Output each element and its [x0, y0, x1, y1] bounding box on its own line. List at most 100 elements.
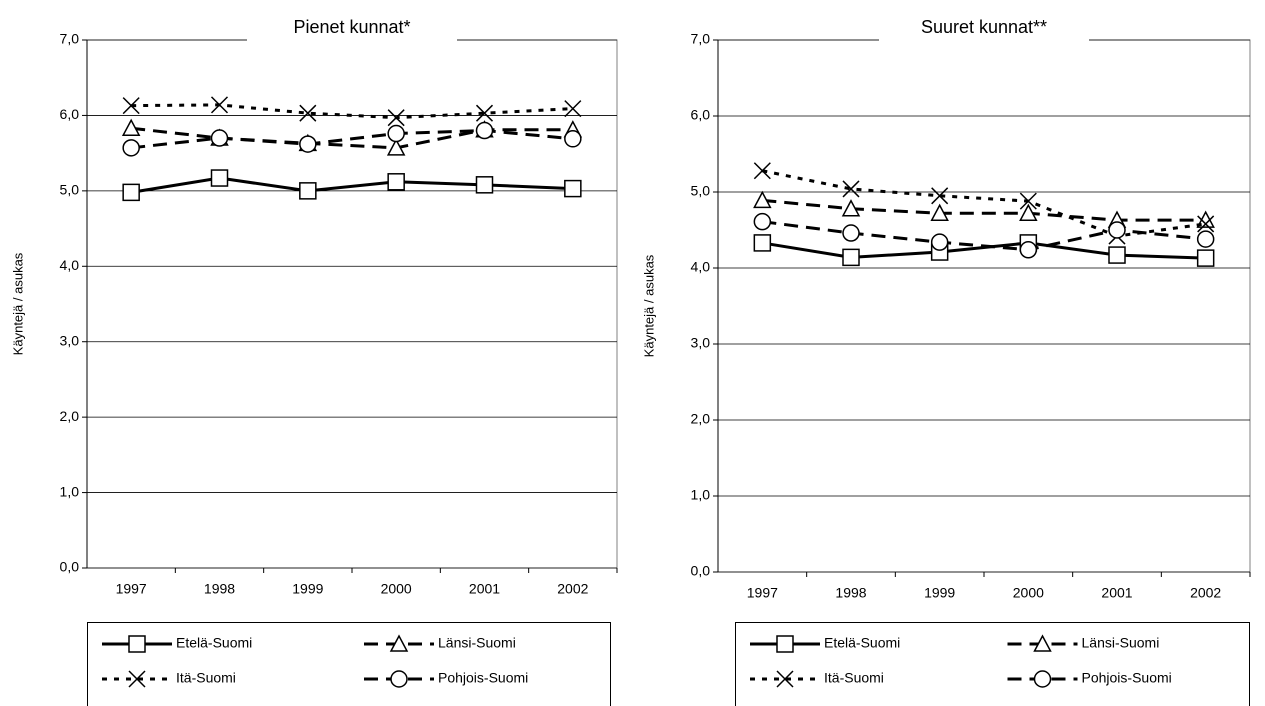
marker — [210, 169, 229, 187]
series-line — [130, 176, 573, 194]
legend — [735, 622, 1250, 706]
chart-title: Suuret kunnat** — [921, 17, 1047, 37]
x-tick-label: 1997 — [116, 581, 147, 597]
x-tick-label: 1999 — [924, 585, 955, 601]
marker — [475, 104, 494, 122]
marker — [1196, 230, 1215, 248]
y-tick-label: 4,0 — [60, 257, 80, 273]
marker — [1019, 192, 1037, 210]
legend-label: Etelä-Suomi — [176, 635, 252, 651]
marker — [753, 234, 772, 252]
marker — [387, 173, 405, 191]
marker — [564, 179, 582, 198]
series-line — [762, 241, 1206, 260]
x-tick-label: 2000 — [381, 581, 412, 597]
marker — [299, 135, 317, 153]
y-tick-label: 7,0 — [60, 31, 80, 47]
marker — [387, 109, 405, 127]
legend-label: Länsi-Suomi — [1082, 635, 1160, 651]
marker — [841, 199, 861, 217]
legend-label: Länsi-Suomi — [438, 635, 516, 651]
title-bg — [879, 18, 1089, 56]
marker — [122, 183, 140, 202]
series-line — [131, 129, 573, 150]
marker — [1108, 246, 1126, 264]
marker — [1019, 241, 1038, 259]
x-tick-label: 2000 — [1013, 585, 1044, 601]
x-tick-label: 1998 — [835, 585, 866, 601]
marker — [122, 97, 140, 115]
marker — [842, 248, 860, 267]
marker — [389, 634, 409, 652]
legend — [87, 622, 611, 706]
y-tick-label: 2,0 — [691, 411, 711, 427]
title-bg — [247, 18, 457, 56]
y-tick-label: 1,0 — [691, 487, 711, 503]
marker — [1033, 634, 1052, 652]
y-tick-label: 6,0 — [691, 107, 711, 123]
y-tick-label: 4,0 — [691, 259, 711, 275]
marker — [299, 182, 317, 200]
marker — [390, 670, 408, 688]
legend-label: Etelä-Suomi — [824, 635, 900, 651]
legend-label: Pohjois-Suomi — [438, 670, 528, 686]
plot-area — [86, 39, 618, 569]
marker — [128, 635, 146, 653]
y-tick-label: 0,0 — [60, 559, 80, 575]
y-tick-label: 5,0 — [691, 183, 711, 199]
series-line — [131, 103, 573, 120]
marker — [842, 224, 860, 242]
y-tick-label: 3,0 — [691, 335, 711, 351]
marker — [930, 203, 949, 222]
x-tick-label: 2001 — [1101, 585, 1132, 601]
plot-area — [717, 39, 1251, 573]
marker — [1019, 203, 1038, 222]
x-tick-label: 2002 — [557, 581, 588, 597]
marker — [386, 138, 406, 156]
marker — [1033, 670, 1052, 688]
marker — [930, 233, 949, 251]
y-tick-label: 5,0 — [60, 182, 80, 198]
marker — [210, 129, 229, 147]
marker — [776, 670, 794, 688]
marker — [753, 162, 771, 180]
legend-label: Itä-Suomi — [824, 670, 884, 686]
series-line — [762, 169, 1206, 238]
y-tick-label: 0,0 — [691, 563, 711, 579]
y-tick-label: 3,0 — [60, 332, 80, 348]
legend-label: Pohjois-Suomi — [1082, 670, 1172, 686]
marker — [475, 121, 494, 140]
marker — [776, 635, 794, 653]
marker — [1108, 221, 1126, 239]
marker — [564, 130, 582, 148]
y-tick-label: 1,0 — [60, 483, 80, 499]
chart-title: Pienet kunnat* — [293, 17, 410, 37]
series-line — [762, 220, 1206, 252]
y-axis-label: Käyntejä / asukas — [641, 254, 656, 357]
series-line — [131, 126, 573, 150]
marker — [122, 139, 140, 157]
x-tick-label: 2002 — [1190, 585, 1221, 601]
y-tick-label: 2,0 — [60, 408, 80, 424]
y-tick-label: 6,0 — [60, 106, 80, 122]
marker — [475, 176, 494, 194]
marker — [753, 190, 772, 209]
marker — [931, 187, 949, 205]
marker — [121, 118, 141, 137]
marker — [1196, 249, 1215, 267]
series-line — [762, 198, 1206, 222]
marker — [128, 670, 146, 688]
x-tick-label: 1998 — [204, 581, 235, 597]
marker — [753, 212, 772, 231]
x-tick-label: 2001 — [469, 581, 500, 597]
marker — [387, 124, 405, 143]
y-tick-label: 7,0 — [691, 31, 711, 47]
marker — [210, 96, 229, 114]
marker — [1197, 215, 1215, 233]
x-tick-label: 1999 — [292, 581, 323, 597]
marker — [299, 104, 317, 122]
marker — [842, 180, 860, 198]
marker — [564, 100, 582, 118]
